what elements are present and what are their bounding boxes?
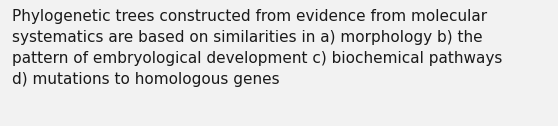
Text: Phylogenetic trees constructed from evidence from molecular
systematics are base: Phylogenetic trees constructed from evid… [12, 9, 503, 87]
